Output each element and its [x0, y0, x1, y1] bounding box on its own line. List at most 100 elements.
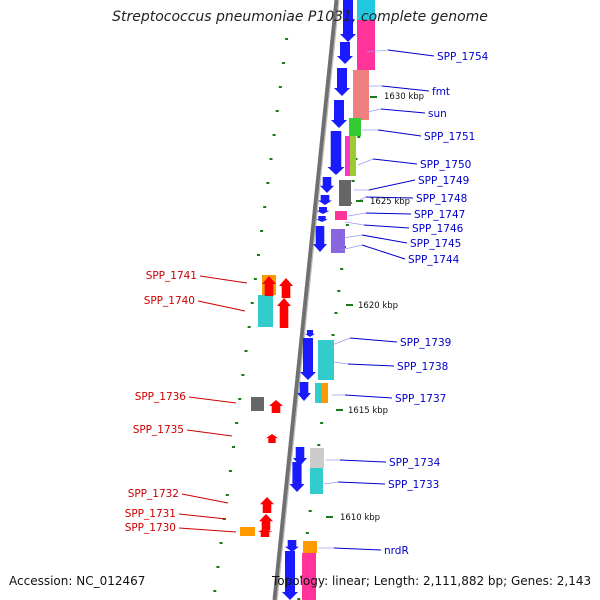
gene-label-left: SPP_1730: [125, 522, 176, 534]
gene-label-left: SPP_1740: [144, 295, 195, 307]
gc-tick-right: [345, 224, 349, 226]
leader-line-faint: [366, 108, 382, 113]
gene-label-right: SPP_1748: [416, 193, 467, 205]
leader-line: [333, 547, 382, 551]
kbp-tick: [326, 516, 333, 518]
leader-line-faint: [340, 244, 363, 251]
accession-text: Accession: NC_012467: [9, 574, 146, 588]
gc-tick-left: [247, 326, 251, 328]
gc-tick-right: [305, 532, 309, 534]
leader-line-faint: [347, 212, 367, 217]
leader-line-faint: [331, 337, 351, 346]
feature-block: [345, 136, 351, 176]
leader-line: [363, 224, 410, 229]
gc-tick-left: [232, 446, 236, 448]
gene-arrow: [279, 278, 293, 298]
kbp-tick: [336, 409, 343, 411]
gene-label-right: nrdR: [384, 545, 409, 557]
feature-block: [335, 211, 347, 220]
gc-tick-left: [250, 302, 254, 304]
gene-label-right: SPP_1739: [400, 337, 451, 349]
leader-line: [197, 300, 246, 312]
gene-arrow: [269, 400, 283, 413]
gene-arrow: [258, 528, 272, 537]
leader-line: [339, 459, 387, 463]
gene-arrow: [320, 177, 334, 193]
feature-block: [339, 180, 351, 206]
gc-tick-right: [300, 576, 304, 578]
leader-line: [186, 429, 233, 437]
leader-line: [188, 396, 237, 404]
gc-tick-right: [317, 444, 321, 446]
kbp-label: 1615 kbp: [348, 406, 388, 416]
leader-line: [365, 212, 412, 215]
label-leader-layer: [178, 49, 435, 551]
leader-line: [178, 513, 227, 520]
feature-block: [310, 468, 323, 494]
gene-label-left: SPP_1741: [146, 270, 197, 282]
gene-label-left: SPP_1731: [125, 508, 176, 520]
gc-tick-left: [213, 590, 217, 592]
backbone-line: [272, 0, 339, 600]
leader-line: [387, 49, 435, 57]
gene-arrow: [300, 338, 316, 380]
feature-block: [331, 229, 345, 253]
gene-arrow: [282, 551, 298, 600]
leader-line: [365, 196, 414, 199]
gc-tick-right: [351, 180, 355, 182]
gene-arrow: [337, 42, 353, 64]
gene-label-right: SPP_1747: [414, 209, 465, 221]
leader-line: [337, 481, 386, 485]
gene-label-right: SPP_1754: [437, 51, 489, 63]
gc-tick-left: [281, 62, 285, 64]
genome-title: Streptococcus pneumoniae P1031, complete…: [112, 9, 488, 25]
gc-tick-right: [297, 598, 301, 600]
gc-tick-left: [216, 566, 220, 568]
kbp-tick: [346, 304, 353, 306]
gene-arrow: [293, 447, 307, 466]
kbp-scale-layer: 1630 kbp 1625 kbp 1620 kbp 1615 kbp 1610 kbp: [326, 92, 424, 523]
gene-arrow: [316, 207, 330, 214]
gc-tick-left: [228, 470, 232, 472]
gene-arrow-layer: [258, 0, 356, 600]
gc-tick-left: [241, 374, 245, 376]
gene-arrow: [331, 100, 347, 128]
gc-tick-right: [331, 334, 335, 336]
leader-line: [181, 493, 229, 504]
gene-arrow: [327, 131, 345, 175]
leader-line: [178, 527, 237, 533]
leader-line-faint: [366, 49, 389, 53]
gene-label-right: fmt: [432, 86, 450, 98]
leader-line: [344, 394, 393, 399]
leader-line: [361, 244, 406, 260]
feature-block: [258, 295, 273, 327]
gene-arrow: [266, 434, 278, 443]
feature-block: [320, 383, 328, 403]
backbone-highlight: [276, 0, 340, 600]
leader-line: [381, 85, 430, 92]
kbp-tick: [356, 200, 363, 202]
leader-line: [361, 234, 408, 244]
gc-tick-left: [275, 110, 279, 112]
gene-label-right: SPP_1744: [408, 254, 460, 266]
leader-line-faint: [333, 361, 349, 365]
gene-label-right: SPP_1750: [420, 159, 471, 171]
gene-label-right: SPP_1751: [424, 131, 475, 143]
feature-block: [349, 118, 361, 136]
gene-arrow: [289, 462, 305, 492]
gc-tick-left: [244, 350, 248, 352]
gc-tick-left: [260, 230, 264, 232]
leader-line: [349, 337, 398, 343]
gc-tick-right: [334, 312, 338, 314]
gene-arrow: [313, 226, 327, 252]
gc-tick-left: [272, 134, 276, 136]
feature-block: [302, 553, 316, 600]
leader-line-faint: [342, 234, 363, 239]
gene-label-right: SPP_1749: [418, 175, 469, 187]
leader-line: [199, 275, 248, 284]
gene-label-right: SPP_1746: [412, 223, 464, 235]
gc-tick-left: [238, 398, 242, 400]
gene-label-left: SPP_1736: [135, 391, 187, 403]
